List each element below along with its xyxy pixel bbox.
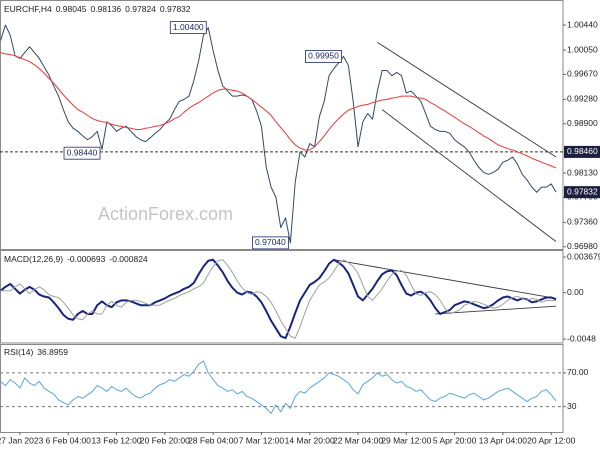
rsi-panel-frame <box>0 344 564 433</box>
y-tick-label: 0.98900 <box>567 118 598 128</box>
header-value: 36.8959 <box>37 347 68 357</box>
header-value: 0.97824 <box>125 4 156 14</box>
header-value: 0.98136 <box>90 4 121 14</box>
panel-header: EURCHF,H4 0.98045 0.98136 0.97824 0.97832 <box>4 4 191 14</box>
panel-header: RSI(14) 36.8959 <box>4 347 68 357</box>
last-value-box <box>564 186 600 199</box>
x-tick-label: 6 Feb 04:00 <box>46 435 92 445</box>
y-tick-label: 0.99670 <box>567 69 598 79</box>
trendline <box>381 109 557 242</box>
header-value: 0.98045 <box>56 4 87 14</box>
price-panel-frame <box>0 0 564 250</box>
macd-panel-frame <box>0 250 564 344</box>
annotation-box <box>251 236 289 250</box>
x-tick-label: 28 Feb 04:00 <box>188 435 238 445</box>
series-line <box>0 52 557 169</box>
watermark: ActionForex.com <box>98 204 233 224</box>
x-tick-label: 20 Feb 20:00 <box>140 435 190 445</box>
header-title: MACD(12,26,9) <box>4 254 63 264</box>
header-value: -0.000824 <box>109 254 148 264</box>
x-tick-label: 22 Mar 04:00 <box>333 435 383 445</box>
y-tick-label: 1.00440 <box>567 19 598 29</box>
annotation-box <box>63 146 101 160</box>
panel-header: MACD(12,26,9) -0.000693 -0.000824 <box>4 254 148 264</box>
annotation-label: 1.00400 <box>173 22 204 32</box>
x-tick-label: 7 Mar 12:00 <box>239 435 285 445</box>
trendline <box>333 259 557 299</box>
annotation-label: 0.97040 <box>255 237 286 247</box>
trendline <box>377 41 557 158</box>
series-line <box>0 24 557 244</box>
y-tick-label: -0.0048 <box>567 333 596 343</box>
series-line <box>0 258 557 340</box>
x-tick-label: 13 Apr 04:00 <box>479 435 527 445</box>
trendline <box>435 305 557 315</box>
annotation-label: 0.99950 <box>308 51 339 61</box>
annotation-label: 0.98440 <box>67 147 98 157</box>
series-line <box>0 259 557 339</box>
y-tick-label: 0.96980 <box>567 241 598 251</box>
header-value: -0.000693 <box>67 254 106 264</box>
annotation-box <box>169 21 207 35</box>
x-tick-label: 29 Mar 12:00 <box>381 435 431 445</box>
header-value: 0.97832 <box>160 4 191 14</box>
y-tick-label: 0.97360 <box>567 217 598 227</box>
level-label: 0.98460 <box>567 146 598 156</box>
y-tick-label: 70.00 <box>567 367 589 377</box>
y-tick-label: 0.003679 <box>567 251 600 261</box>
x-tick-label: 13 Feb 12:00 <box>91 435 141 445</box>
x-tick-label: 20 Apr 12:00 <box>527 435 575 445</box>
level-label-box <box>564 145 600 158</box>
y-tick-label: 30 <box>567 401 577 411</box>
header-title: EURCHF,H4 <box>4 4 52 14</box>
header-title: RSI(14) <box>4 347 33 357</box>
x-tick-label: 5 Apr 20:00 <box>433 435 477 445</box>
last-value-label: 0.97832 <box>567 186 598 196</box>
y-tick-label: 0.99280 <box>567 94 598 104</box>
x-tick-label: 27 Jan 2023 <box>0 435 44 445</box>
x-tick-label: 14 Mar 20:00 <box>285 435 335 445</box>
y-tick-label: 0.00 <box>567 287 584 297</box>
series-line <box>0 360 557 414</box>
y-tick-label: 1.00050 <box>567 44 598 54</box>
annotation-box <box>305 50 342 63</box>
y-tick-label: 0.98130 <box>567 167 598 177</box>
